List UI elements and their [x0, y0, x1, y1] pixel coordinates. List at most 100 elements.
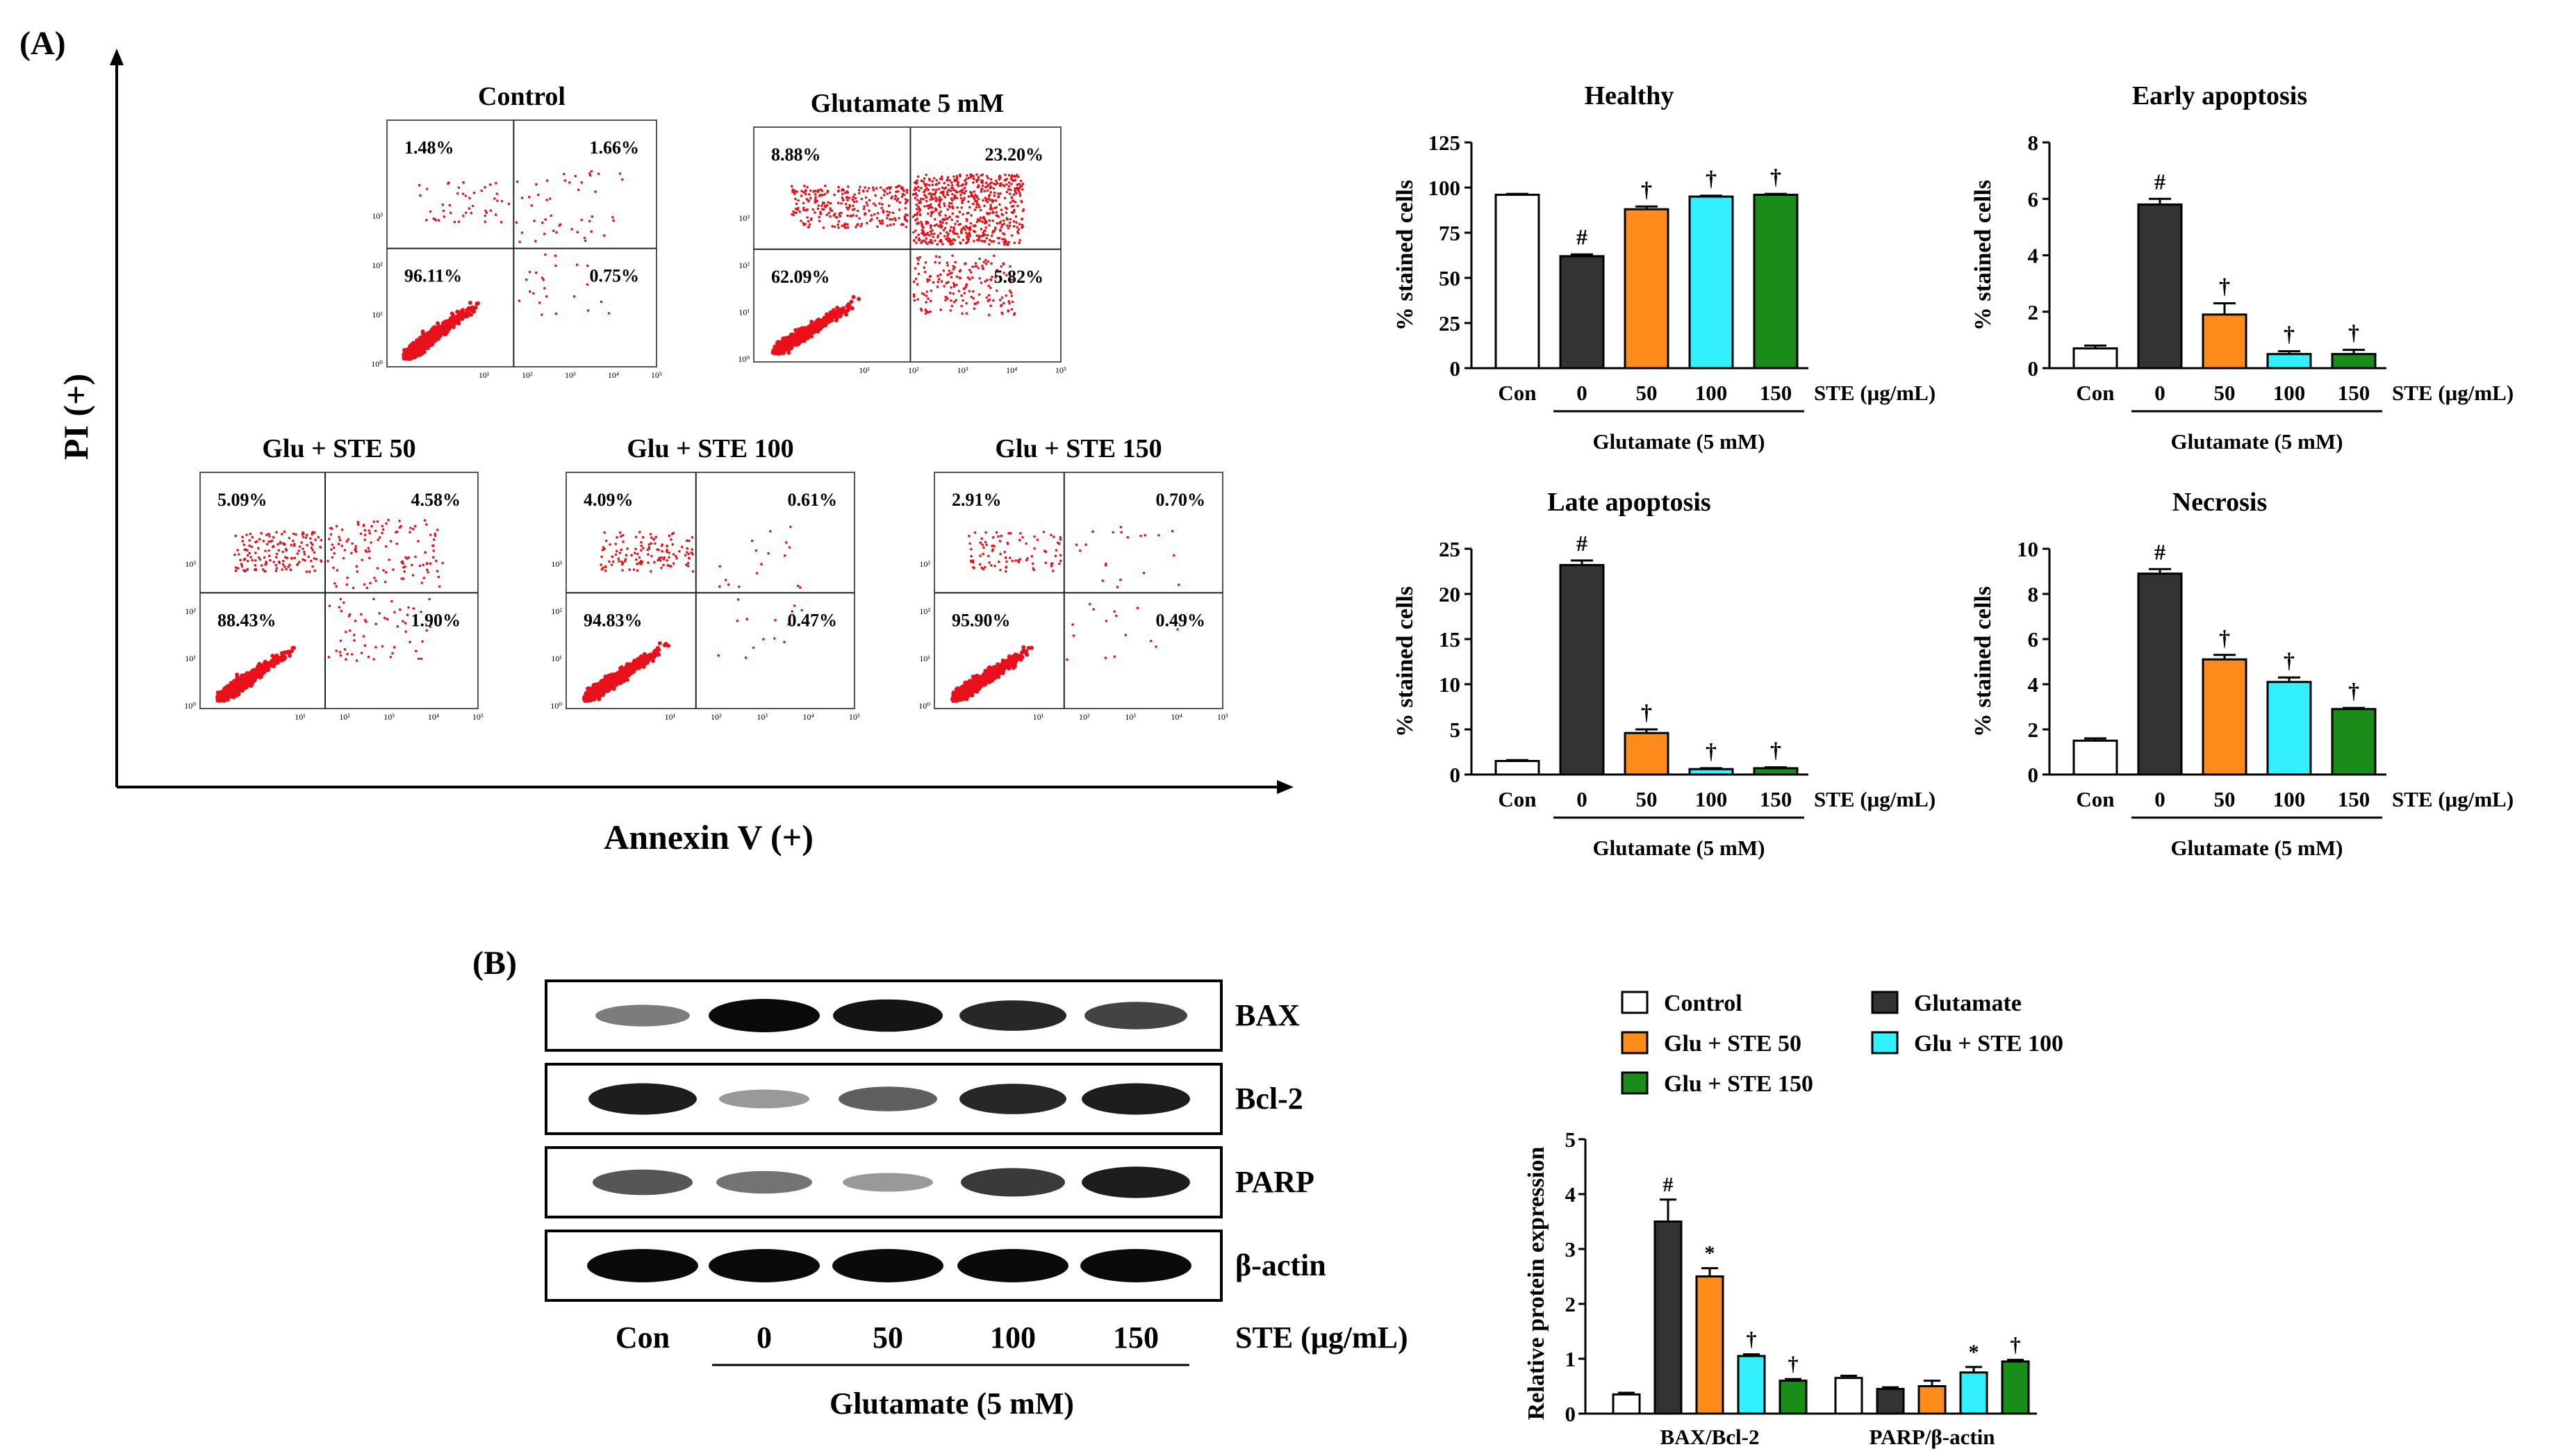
flow-event-dot [809, 189, 812, 192]
flow-event-dot [1022, 208, 1025, 211]
flow-event-dot [464, 211, 468, 215]
flow-event-dot [238, 553, 240, 556]
flow-event-dot [930, 241, 933, 245]
flow-event-dot [916, 283, 919, 286]
flow-event-dot [929, 198, 932, 201]
flow-event-dot [950, 202, 953, 205]
flow-event-dot [372, 597, 375, 601]
flow-event-dot [1021, 188, 1024, 191]
flow-event-dot [805, 336, 810, 340]
flow-event-dot [901, 192, 905, 196]
flow-event-dot [327, 559, 329, 563]
flow-event-dot [541, 313, 543, 316]
flow-event-dot [1003, 243, 1006, 246]
flow-event-dot [240, 565, 244, 568]
flow-event-dot [988, 224, 991, 227]
flow-event-dot [368, 532, 372, 535]
flow-event-dot [386, 618, 389, 620]
flow-event-dot [301, 533, 304, 536]
flow-event-dot [281, 550, 285, 554]
flow-event-dot [236, 549, 240, 552]
flow-event-dot [898, 201, 902, 204]
flow-event-dot [915, 241, 918, 245]
flow-event-dot [998, 203, 1001, 206]
flow-event-dot [545, 179, 549, 182]
flow-event-dot [946, 193, 949, 196]
flow-event-dot [959, 269, 962, 272]
flow-event-dot [917, 272, 921, 276]
flow-event-dot [575, 263, 579, 267]
flow-event-dot [837, 185, 840, 189]
flow-event-dot [265, 561, 267, 563]
flow-event-dot [864, 196, 868, 199]
flow-event-dot [943, 202, 946, 205]
flow-event-dot [440, 329, 445, 334]
flow-event-dot [320, 559, 322, 562]
flow-event-dot [251, 559, 254, 562]
flow-plot-title: Glu + STE 100 [627, 434, 793, 463]
flow-event-dot [347, 538, 350, 541]
flow-event-dot [254, 540, 257, 544]
flow-event-dot [221, 691, 226, 696]
flow-event-dot [248, 544, 251, 547]
flow-event-dot [949, 309, 952, 312]
flow-event-dot [465, 313, 470, 318]
flow-event-dot [920, 221, 923, 224]
flow-event-dot [939, 232, 942, 235]
flow-event-dot [881, 220, 884, 222]
flow-event-dot [290, 543, 293, 547]
flow-event-dot [422, 563, 424, 566]
flow-event-dot [356, 570, 358, 573]
flow-event-dot [972, 174, 975, 178]
flow-event-dot [1012, 211, 1015, 215]
flow-event-dot [286, 556, 289, 559]
flow-event-dot [948, 206, 952, 209]
flow-event-dot [862, 189, 865, 192]
flow-event-dot [837, 201, 840, 204]
flow-event-dot [881, 222, 884, 225]
flow-event-dot [848, 197, 851, 199]
flow-event-dot [845, 203, 848, 206]
flow-event-dot [319, 545, 322, 549]
flow-event-dot [429, 533, 432, 536]
flow-event-dot [459, 315, 463, 320]
flow-event-dot [872, 202, 875, 205]
flow-event-dot [1020, 199, 1023, 203]
flow-event-dot [987, 260, 990, 263]
flow-event-dot [974, 193, 977, 197]
flow-event-dot [1017, 190, 1021, 192]
flow-event-dot [541, 276, 544, 279]
flow-event-dot [898, 217, 900, 220]
flow-event-dot [310, 546, 313, 549]
flow-event-dot [986, 233, 989, 237]
flow-event-dot [870, 217, 873, 221]
flow-event-dot [535, 183, 538, 186]
flow-quadrant-lr: 0.75% [590, 266, 640, 286]
flow-event-dot [975, 180, 979, 183]
flow-event-dot [249, 532, 252, 536]
flow-event-dot [292, 544, 296, 547]
flow-event-dot [964, 228, 966, 231]
flow-event-dot [900, 195, 904, 198]
flow-event-dot [956, 220, 959, 223]
flow-event-dot [857, 297, 861, 301]
flow-event-dot [948, 272, 952, 275]
flow-event-dot [989, 204, 992, 206]
flow-event-dot [864, 213, 866, 216]
flow-event-dot [938, 256, 941, 258]
flow-event-dot [1000, 223, 1004, 226]
flow-event-dot [434, 534, 437, 538]
flow-event-dot [529, 290, 531, 293]
flow-event-dot [962, 226, 965, 229]
flow-event-dot [938, 196, 941, 199]
flow-event-dot [934, 188, 938, 192]
flow-plot-events [402, 169, 624, 361]
flow-event-dot [1008, 289, 1012, 292]
flow-event-dot [1012, 224, 1016, 228]
flow-event-dot [250, 545, 254, 548]
flow-event-dot [988, 242, 991, 246]
flow-event-dot [331, 556, 334, 559]
flow-event-dot [998, 299, 1002, 301]
flow-event-dot [941, 192, 945, 195]
